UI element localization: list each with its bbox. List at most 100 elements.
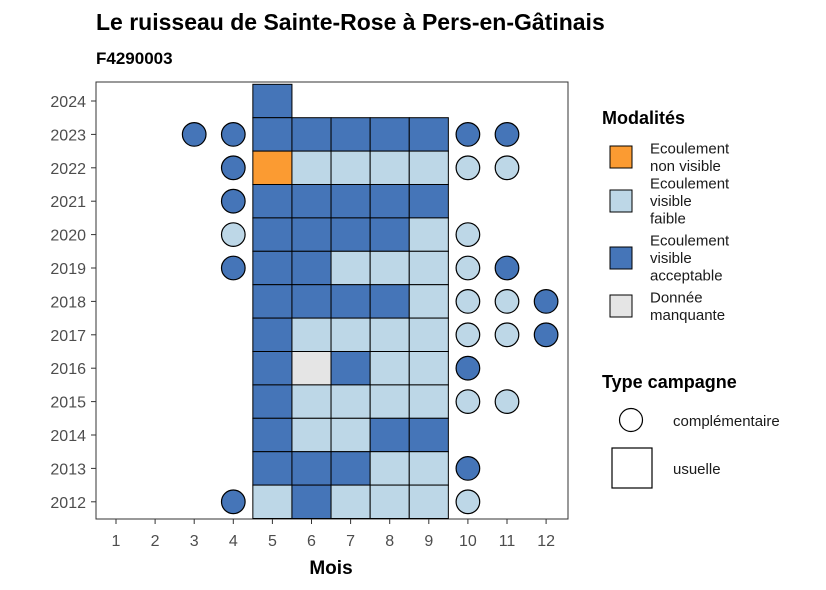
data-point-2017-6 bbox=[291, 317, 332, 353]
y-tick-label-2018: 2018 bbox=[50, 294, 86, 311]
data-point-2021-9 bbox=[408, 184, 449, 219]
data-point-2021-4 bbox=[220, 188, 246, 214]
data-point-2016-8 bbox=[369, 351, 410, 386]
x-tick-label-2: 2 bbox=[151, 533, 160, 550]
data-point-2023-7 bbox=[330, 117, 371, 152]
data-point-2023-9 bbox=[408, 117, 449, 152]
x-tick-label-5: 5 bbox=[268, 533, 277, 550]
data-point-2012-5 bbox=[252, 484, 293, 520]
legend-title-modalites: Modalités bbox=[602, 108, 685, 128]
data-point-2015-5 bbox=[252, 384, 293, 419]
data-point-2019-4 bbox=[220, 255, 246, 281]
legend-label-acceptable-1: visible bbox=[650, 250, 692, 267]
data-point-2013-6 bbox=[291, 451, 332, 486]
data-point-2016-5 bbox=[252, 351, 293, 386]
data-point-2019-10 bbox=[455, 255, 481, 281]
data-point-2022-6 bbox=[291, 150, 332, 186]
data-point-2022-4 bbox=[220, 155, 246, 181]
y-tick-label-2019: 2019 bbox=[50, 261, 86, 278]
x-tick-label-8: 8 bbox=[385, 533, 394, 550]
data-point-2021-6 bbox=[291, 184, 332, 219]
x-tick-label-7: 7 bbox=[346, 533, 355, 550]
data-point-2016-6 bbox=[291, 351, 332, 386]
data-point-2019-7 bbox=[330, 250, 371, 286]
data-point-2020-5 bbox=[252, 217, 293, 252]
data-point-2023-10 bbox=[455, 121, 481, 147]
data-point-2012-10 bbox=[455, 489, 481, 515]
x-tick-label-10: 10 bbox=[459, 533, 477, 550]
legend-key-acceptable bbox=[609, 246, 633, 270]
legend-key-faible bbox=[609, 189, 633, 213]
legend-label-faible-0: Ecoulement bbox=[650, 176, 730, 193]
y-tick-label-2023: 2023 bbox=[50, 127, 86, 144]
x-tick-label-9: 9 bbox=[424, 533, 433, 550]
x-axis: 1 2 3 4 5 6 7 8 9 10 11 12 bbox=[112, 519, 555, 550]
data-point-2017-12 bbox=[533, 322, 559, 348]
data-point-2014-6 bbox=[291, 417, 332, 453]
data-point-2013-5 bbox=[252, 451, 293, 486]
legend-label-faible-1: visible bbox=[650, 193, 692, 210]
y-tick-label-2022: 2022 bbox=[50, 161, 86, 178]
data-point-2021-8 bbox=[369, 184, 410, 219]
data-point-2020-4 bbox=[220, 222, 246, 248]
data-point-2019-9 bbox=[408, 250, 449, 286]
data-point-2013-7 bbox=[330, 451, 371, 486]
data-point-2018-5 bbox=[252, 284, 293, 319]
legend-key-usuelle bbox=[611, 447, 653, 489]
data-point-2017-10 bbox=[455, 322, 481, 348]
data-point-2012-8 bbox=[369, 484, 410, 520]
data-point-2017-7 bbox=[330, 317, 371, 353]
data-point-2018-11 bbox=[494, 289, 520, 314]
data-point-2024-5 bbox=[252, 83, 293, 119]
y-axis: 2012 2013 2014 2015 2016 2017 2018 2019 2020 2021… bbox=[50, 94, 96, 512]
data-point-2015-10 bbox=[455, 389, 481, 415]
plot-area: 1 2 3 4 5 6 7 8 9 10 11 12 201220132014201520162017… bbox=[50, 81, 569, 550]
data-point-2012-4 bbox=[220, 489, 246, 515]
data-point-2012-6 bbox=[291, 484, 332, 520]
data-marks bbox=[181, 83, 559, 520]
data-point-2023-5 bbox=[252, 117, 293, 152]
data-point-2023-6 bbox=[291, 117, 332, 152]
data-point-2016-10 bbox=[455, 355, 481, 381]
legend-key-non_visible bbox=[609, 145, 633, 169]
data-point-2022-10 bbox=[455, 155, 481, 181]
data-point-2015-7 bbox=[330, 384, 371, 419]
chart-title: Le ruisseau de Sainte-Rose à Pers-en-Gât… bbox=[96, 9, 605, 35]
data-point-2022-11 bbox=[494, 155, 520, 181]
legend-label-usuelle: usuelle bbox=[673, 461, 721, 478]
x-tick-label-6: 6 bbox=[307, 533, 316, 550]
data-point-2018-8 bbox=[369, 284, 410, 319]
data-point-2023-4 bbox=[220, 121, 246, 147]
data-point-2017-8 bbox=[369, 317, 410, 353]
x-tick-label-1: 1 bbox=[112, 533, 121, 550]
data-point-2020-10 bbox=[455, 222, 481, 248]
legend-label-faible-2: faible bbox=[650, 211, 686, 228]
data-point-2018-7 bbox=[330, 284, 371, 319]
data-point-2015-9 bbox=[408, 384, 449, 419]
chart-subtitle: F4290003 bbox=[96, 49, 173, 68]
legend-label-acceptable-2: acceptable bbox=[650, 268, 723, 285]
data-point-2017-5 bbox=[252, 317, 293, 353]
data-point-2017-11 bbox=[494, 322, 520, 348]
legend-label-manquante-1: manquante bbox=[650, 307, 725, 324]
data-point-2013-9 bbox=[408, 451, 449, 486]
data-point-2021-5 bbox=[252, 184, 293, 219]
data-point-2014-8 bbox=[369, 417, 410, 453]
data-point-2014-9 bbox=[408, 417, 449, 453]
legend-label-complementaire: complémentaire bbox=[673, 413, 780, 430]
data-point-2020-6 bbox=[291, 217, 332, 252]
data-point-2015-11 bbox=[494, 389, 520, 415]
data-point-2014-7 bbox=[330, 417, 371, 453]
data-point-2019-8 bbox=[369, 250, 410, 286]
legend-label-non_visible-1: non visible bbox=[650, 158, 721, 175]
data-point-2014-5 bbox=[252, 417, 293, 453]
data-point-2022-5 bbox=[252, 150, 293, 186]
data-point-2018-6 bbox=[291, 284, 332, 319]
data-point-2013-10 bbox=[455, 456, 481, 481]
data-point-2012-7 bbox=[330, 484, 371, 520]
data-point-2019-5 bbox=[252, 250, 293, 286]
data-point-2018-9 bbox=[408, 284, 449, 319]
data-point-2015-6 bbox=[291, 384, 332, 419]
x-tick-label-3: 3 bbox=[190, 533, 199, 550]
